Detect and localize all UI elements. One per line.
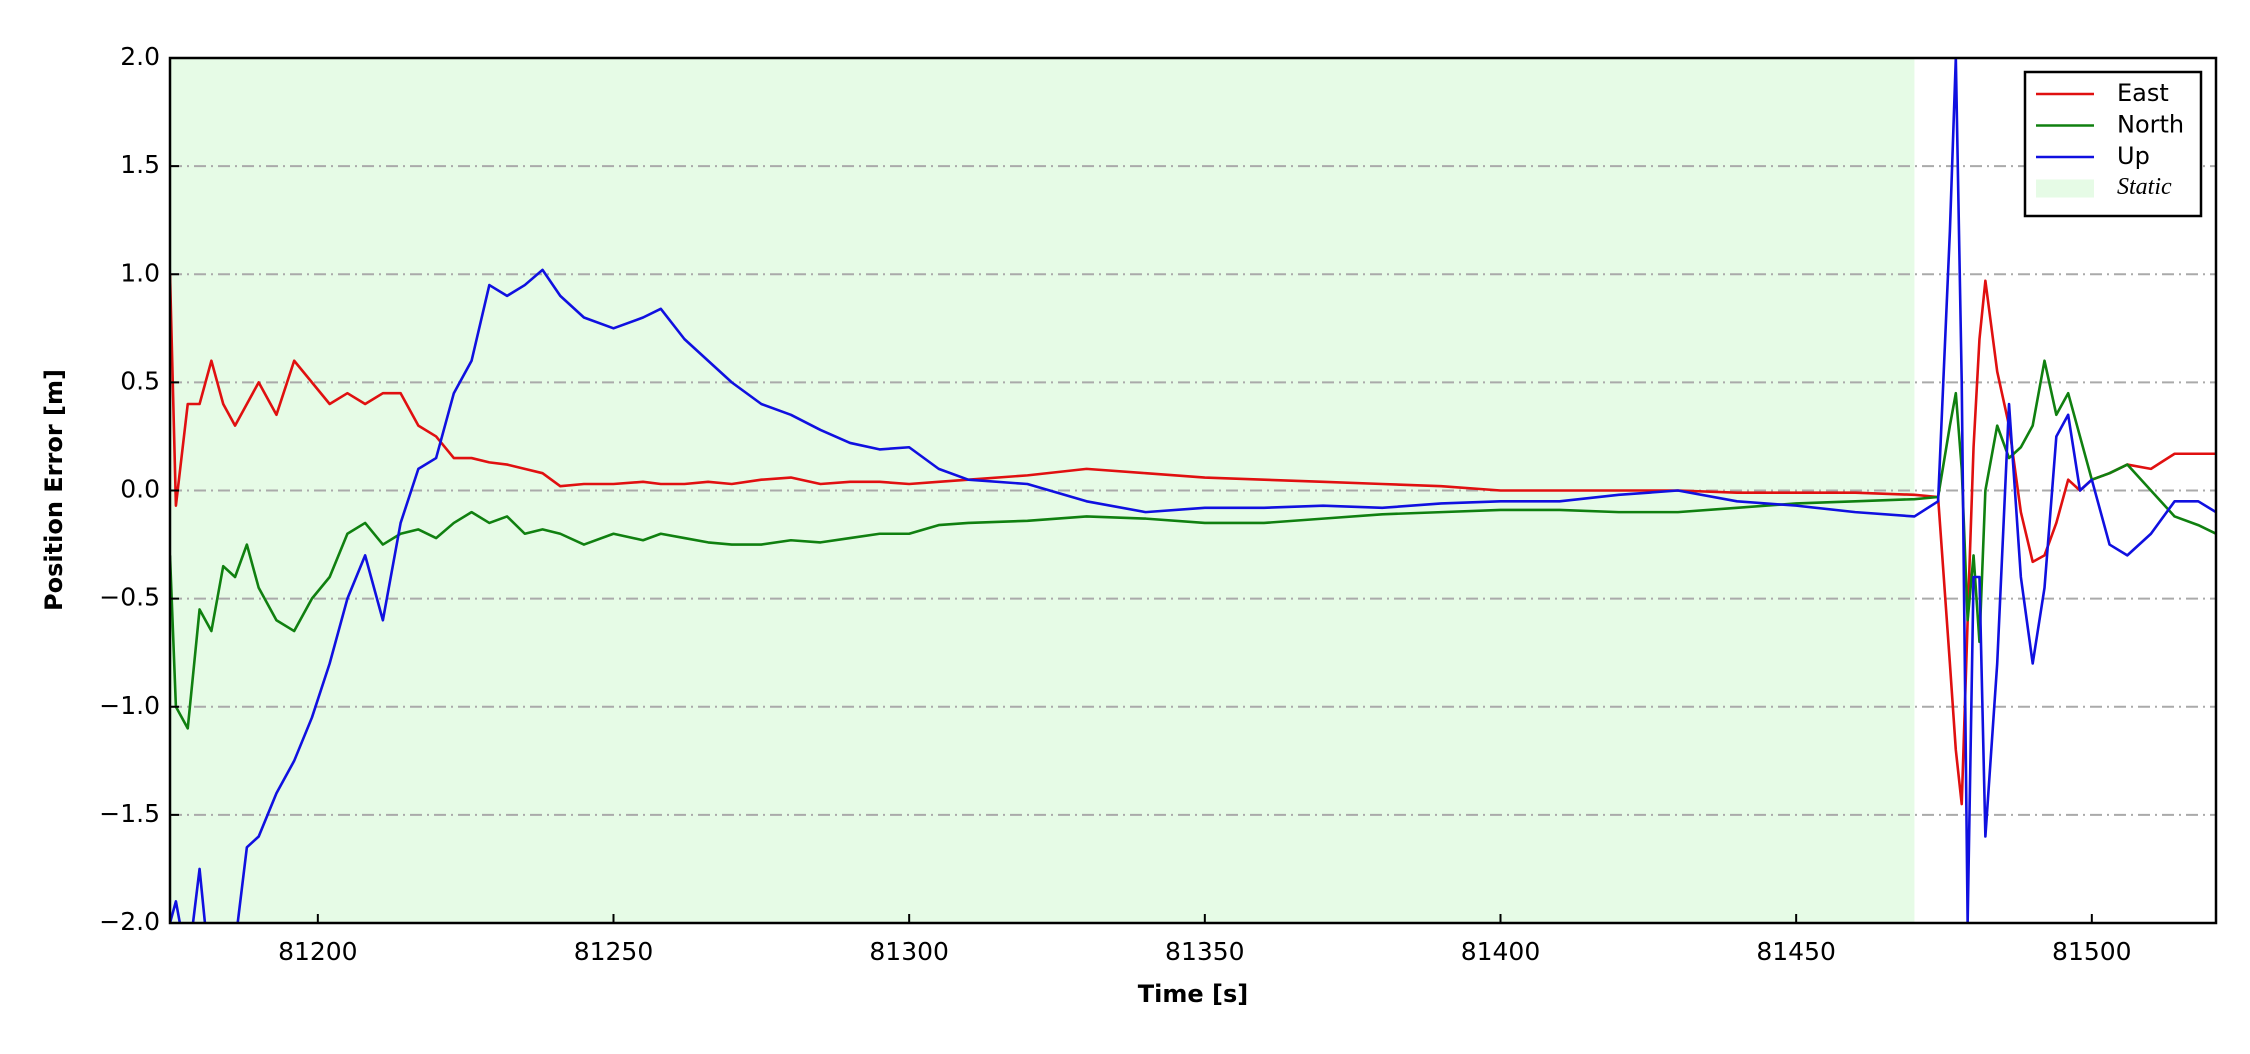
legend-label: North (2117, 111, 2184, 139)
legend-label: East (2117, 79, 2169, 107)
y-tick-label: 1.0 (120, 258, 160, 287)
y-tick-label: 1.5 (120, 150, 160, 179)
y-tick-label: 0.0 (120, 475, 160, 504)
y-tick-label: 0.5 (120, 366, 160, 395)
y-tick-label: −0.5 (99, 583, 160, 612)
plot-area (170, 57, 2216, 924)
x-tick-label: 81300 (869, 937, 949, 966)
plot-frame (168, 56, 2218, 925)
legend-label: Static (2117, 174, 2172, 200)
y-tick-label: −1.5 (99, 799, 160, 828)
y-tick-label: 2.0 (120, 42, 160, 71)
y-axis-label: Position Error [m] (40, 369, 68, 611)
x-tick-label: 81200 (278, 937, 358, 966)
y-tick-label: −2.0 (99, 907, 160, 936)
legend-swatch (2036, 179, 2094, 198)
x-tick-label: 81400 (1461, 937, 1541, 966)
series-line (170, 274, 2216, 806)
x-tick-label: 81350 (1165, 937, 1245, 966)
x-tick-label: 81450 (1756, 937, 1836, 966)
x-tick-label: 81500 (2052, 937, 2132, 966)
series-line (170, 58, 2216, 923)
x-tick-label: 81250 (574, 937, 654, 966)
x-axis-label: Time [s] (1138, 980, 1248, 1008)
y-tick-label: −1.0 (99, 691, 160, 720)
legend-label: Up (2117, 142, 2150, 170)
